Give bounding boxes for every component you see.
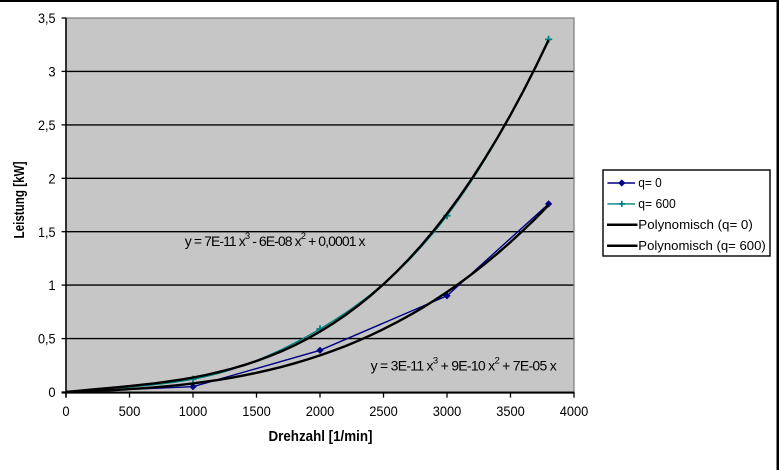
svg-text:Leistung [kW]: Leistung [kW] — [12, 161, 28, 238]
svg-text:y = 3E-11 x3 + 9E-10 x2 + 7E-0: y = 3E-11 x3 + 9E-10 x2 + 7E-05 x — [371, 355, 557, 373]
svg-text:q= 0: q= 0 — [638, 175, 662, 190]
svg-text:3500: 3500 — [496, 403, 525, 419]
svg-text:0,5: 0,5 — [38, 331, 56, 347]
svg-text:4000: 4000 — [560, 403, 589, 419]
svg-text:3,5: 3,5 — [38, 10, 56, 26]
svg-text:0: 0 — [62, 403, 69, 419]
svg-text:0: 0 — [48, 384, 55, 400]
svg-text:1000: 1000 — [179, 403, 208, 419]
svg-text:q= 600: q= 600 — [638, 196, 676, 211]
svg-text:2000: 2000 — [306, 403, 335, 419]
svg-text:1500: 1500 — [242, 403, 271, 419]
svg-text:y = 7E-11 x3 - 6E-08 x2 + 0,00: y = 7E-11 x3 - 6E-08 x2 + 0,0001 x — [185, 231, 366, 249]
svg-text:Polynomisch (q= 600): Polynomisch (q= 600) — [638, 238, 766, 253]
svg-text:Drehzahl [1/min]: Drehzahl [1/min] — [269, 429, 373, 445]
svg-text:2500: 2500 — [369, 403, 398, 419]
svg-text:3000: 3000 — [433, 403, 462, 419]
svg-text:1: 1 — [48, 277, 55, 293]
svg-text:500: 500 — [119, 403, 141, 419]
svg-text:3: 3 — [48, 64, 55, 80]
svg-text:1,5: 1,5 — [38, 224, 56, 240]
svg-text:2,5: 2,5 — [38, 117, 56, 133]
svg-text:2: 2 — [48, 170, 55, 186]
svg-text:Polynomisch (q= 0): Polynomisch (q= 0) — [638, 217, 753, 232]
